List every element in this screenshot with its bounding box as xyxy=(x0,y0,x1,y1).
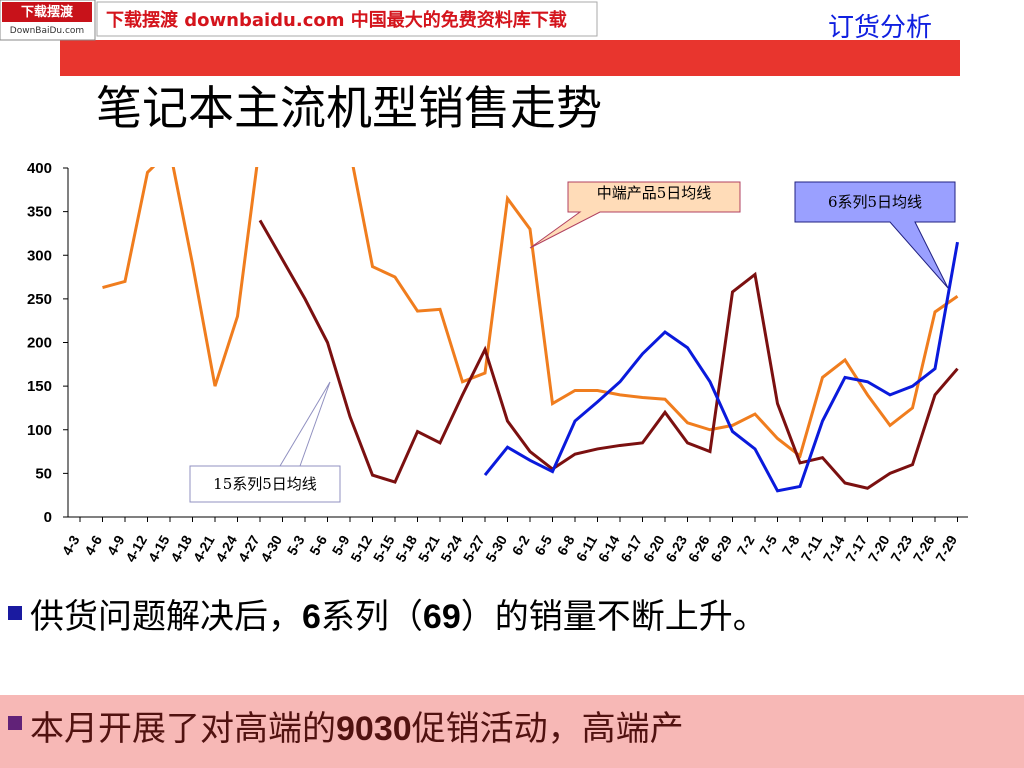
x-tick-label: 7-20 xyxy=(865,532,893,564)
bullet-part: 本月开展了对高端的 xyxy=(30,709,336,749)
x-tick-label: 7-29 xyxy=(932,532,960,564)
x-tick-label: 4-6 xyxy=(81,532,105,558)
x-tick-label: 7-26 xyxy=(910,532,938,564)
callout xyxy=(189,381,341,503)
x-tick-label: 4-18 xyxy=(167,532,195,564)
x-tick-label: 4-3 xyxy=(59,532,83,558)
y-tick-label: 150 xyxy=(27,378,52,395)
series-line xyxy=(102,167,959,459)
y-tick-label: 300 xyxy=(27,247,52,264)
x-tick-label: 7-17 xyxy=(842,532,870,564)
bullet-mark xyxy=(8,606,22,620)
x-tick-label: 6-26 xyxy=(685,532,713,564)
bullet-part: 促销活动，高端产 xyxy=(412,709,684,749)
annotation: 6系列5日均线 xyxy=(828,193,922,211)
footer-bar xyxy=(0,695,1024,768)
y-tick-label: 50 xyxy=(35,465,52,482)
bullet-part: 6 xyxy=(302,598,321,636)
series-line xyxy=(258,219,959,490)
annotation: 中端产品5日均线 xyxy=(597,184,712,202)
x-tick-label: 5-18 xyxy=(392,532,420,564)
x-tick-label: 5-30 xyxy=(482,532,510,564)
x-tick-label: 4-27 xyxy=(235,532,263,564)
x-tick-label: 5-21 xyxy=(415,532,443,564)
y-tick-label: 250 xyxy=(27,291,52,308)
x-tick-label: 6-17 xyxy=(617,532,645,564)
bullet-mark xyxy=(8,716,22,730)
x-tick-label: 7-2 xyxy=(734,532,758,558)
bullet-part: 供货问题解决后， xyxy=(30,597,302,637)
x-tick-label: 5-3 xyxy=(284,532,308,558)
bullets: 供货问题解决后，6系列（69）的销量不断上升。本月开展了对高端的9030促销活动… xyxy=(30,597,767,749)
x-tick-label: 6-11 xyxy=(573,532,601,564)
x-tick-label: 4-30 xyxy=(257,532,285,564)
chart-title: 笔记本主流机型销售走势 xyxy=(96,81,602,135)
bullet-part: ）的销量不断上升。 xyxy=(461,597,767,637)
watermark-box xyxy=(96,1,598,37)
y-tick-label: 100 xyxy=(27,422,52,439)
y-tick-label: 400 xyxy=(27,160,52,177)
watermark: 下载摆渡 downbaidu.com 中国最大的免费资料库下载 xyxy=(106,9,567,31)
x-tick-label: 6-23 xyxy=(662,532,690,564)
y-tick-label: 350 xyxy=(27,204,52,221)
x-tick-label: 4-12 xyxy=(122,532,150,564)
callout xyxy=(794,181,956,289)
bullet-part: 69 xyxy=(423,598,461,636)
x-tick-label: 4-24 xyxy=(212,532,240,564)
bullet-part: 系列（ xyxy=(321,597,423,637)
header-bar xyxy=(60,40,960,76)
callout xyxy=(529,181,741,249)
x-tick-label: 7-23 xyxy=(887,532,915,564)
bullet-text: 本月开展了对高端的9030促销活动，高端产 xyxy=(30,709,684,749)
x-tick-label: 4-21 xyxy=(190,532,218,564)
bullet-part: 9030 xyxy=(336,710,412,748)
x-tick-label: 5-27 xyxy=(460,532,488,564)
logo: 下载摆渡 xyxy=(21,4,74,20)
logo-bg xyxy=(2,2,92,22)
x-tick-label: 7-14 xyxy=(820,532,848,564)
y-tick-label: 0 xyxy=(44,509,52,526)
series-line xyxy=(483,241,959,493)
y-tick-label: 200 xyxy=(27,335,52,352)
x-tick-label: 4-15 xyxy=(145,532,173,564)
x-tick-label: 5-24 xyxy=(437,532,465,564)
x-tick-label: 6-5 xyxy=(531,532,555,558)
x-tick-label: 7-11 xyxy=(798,532,826,564)
x-tick-label: 5-6 xyxy=(306,532,330,558)
x-tick-label: 5-15 xyxy=(370,532,398,564)
x-tick-label: 6-2 xyxy=(509,532,533,558)
x-tick-label: 5-12 xyxy=(347,532,375,564)
x-tick-label: 7-5 xyxy=(756,532,780,558)
section-title: 订货分析 xyxy=(828,13,932,43)
bullet-text: 供货问题解决后，6系列（69）的销量不断上升。 xyxy=(30,597,767,637)
annotation: 15系列5日均线 xyxy=(213,475,317,493)
logo-sub: DownBaiDu.com xyxy=(10,26,84,36)
x-tick-label: 6-20 xyxy=(640,532,668,564)
x-tick-label: 6-29 xyxy=(707,532,735,564)
x-tick-label: 6-14 xyxy=(595,532,623,564)
